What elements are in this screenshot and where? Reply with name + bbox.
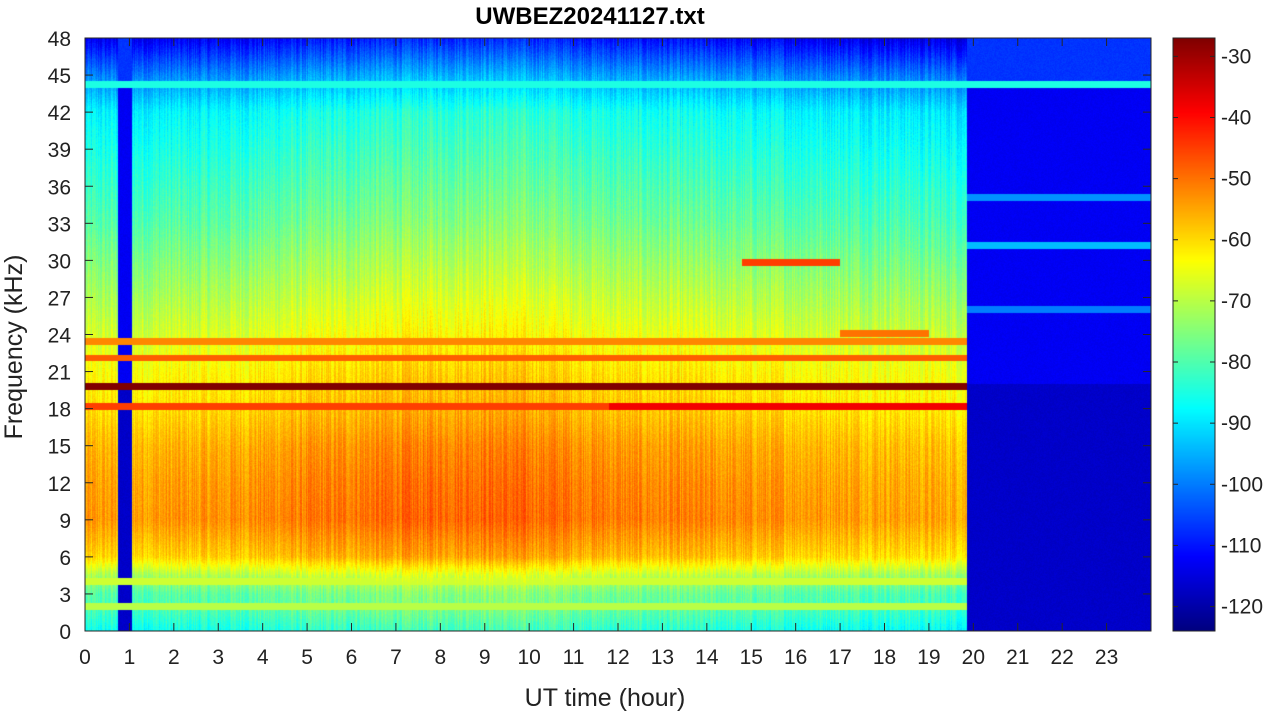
colorbar-tick-label: -110: [1221, 534, 1261, 557]
x-tick-label: 19: [917, 646, 940, 669]
colorbar-tick-label: -70: [1221, 290, 1251, 313]
y-tick-label: 15: [48, 436, 71, 459]
x-tick-label: 6: [346, 646, 358, 669]
y-tick-label: 9: [59, 510, 71, 533]
x-tick-label: 20: [962, 646, 985, 669]
colorbar-tick-label: -60: [1221, 229, 1251, 252]
x-tick-label: 11: [563, 646, 585, 669]
y-tick-label: 18: [48, 399, 71, 422]
y-tick-label: 45: [48, 65, 71, 88]
x-tick-label: 8: [434, 646, 446, 669]
y-tick-label: 24: [48, 325, 72, 348]
x-tick-label: 13: [651, 646, 674, 669]
x-tick-label: 0: [79, 646, 91, 669]
y-tick-label: 48: [48, 28, 71, 51]
colorbar-tick-label: -50: [1221, 168, 1251, 191]
x-tick-label: 4: [257, 646, 269, 669]
x-tick-label: 23: [1095, 646, 1118, 669]
y-tick-label: 21: [48, 362, 71, 385]
x-tick-label: 12: [606, 646, 629, 669]
y-tick-label: 33: [48, 213, 71, 236]
x-tick-label: 17: [828, 646, 851, 669]
x-tick-label: 14: [695, 646, 719, 669]
colorbar: [1173, 38, 1215, 631]
x-tick-label: 18: [873, 646, 896, 669]
colorbar-tick-label: -40: [1221, 106, 1251, 129]
x-axis-label: UT time (hour): [525, 684, 686, 712]
chart-title: UWBEZ20241127.txt: [475, 3, 704, 30]
x-axis-ticks: 0 1 2 3 4 5 6 7 8 9 10 11 12 13 14 15 16 17 18 19 20 21 22 23: [79, 38, 1118, 669]
x-tick-label: 22: [1050, 646, 1073, 669]
colorbar-ticks: -30 -40 -50 -60 -70 -80 -90 -100 -110 -120: [1173, 45, 1263, 619]
x-tick-label: 21: [1006, 646, 1029, 669]
colorbar-frame: [1172, 37, 1216, 632]
x-tick-label: 3: [212, 646, 224, 669]
y-tick-label: 36: [48, 176, 71, 199]
spectrogram-heatmap: [85, 38, 1151, 631]
colorbar-tick-label: -120: [1221, 596, 1263, 619]
y-tick-label: 6: [59, 547, 71, 570]
x-tick-label: 5: [301, 646, 313, 669]
colorbar-tick-label: -30: [1221, 45, 1251, 68]
y-tick-label: 27: [48, 287, 71, 310]
x-tick-label: 1: [124, 646, 136, 669]
colorbar-tick-label: -80: [1221, 351, 1251, 374]
x-tick-label: 15: [740, 646, 763, 669]
x-tick-label: 2: [168, 646, 180, 669]
y-tick-label: 3: [59, 584, 71, 607]
y-tick-label: 0: [59, 621, 71, 644]
x-tick-label: 9: [479, 646, 491, 669]
y-axis-label: Frequency (kHz): [0, 255, 28, 440]
y-tick-label: 42: [48, 102, 71, 125]
x-tick-label: 7: [390, 646, 402, 669]
colorbar-tick-label: -100: [1221, 473, 1263, 496]
x-tick-label: 16: [784, 646, 807, 669]
colorbar-tick-label: -90: [1221, 412, 1251, 435]
y-tick-label: 30: [48, 250, 71, 273]
x-tick-label: 10: [517, 646, 540, 669]
y-tick-label: 12: [48, 473, 71, 496]
y-tick-label: 39: [48, 139, 71, 162]
